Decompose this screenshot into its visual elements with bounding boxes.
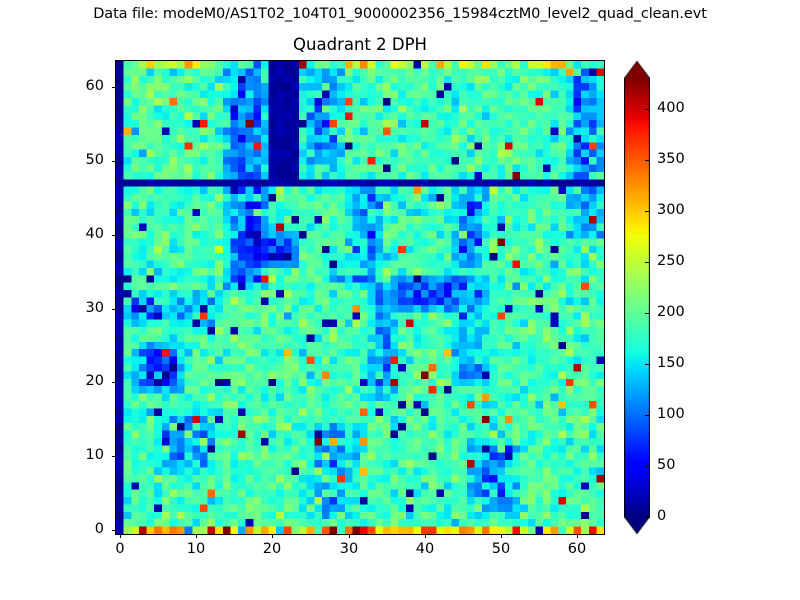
colorbar-tick-mark — [645, 160, 650, 161]
y-tick-label: 0 — [94, 521, 104, 537]
colorbar-tick-mark — [645, 517, 650, 518]
colorbar[interactable] — [624, 61, 650, 534]
y-tick-label: 60 — [85, 78, 104, 94]
x-tick-label: 30 — [339, 541, 359, 557]
colorbar-tick-mark — [645, 262, 650, 263]
x-tick-mark — [577, 534, 578, 538]
colorbar-tick-label: 350 — [657, 151, 685, 167]
y-tick-mark — [112, 87, 116, 88]
y-tick-mark — [112, 456, 116, 457]
y-tick-label: 50 — [85, 152, 104, 168]
colorbar-tick-mark — [645, 313, 650, 314]
colorbar-tick-label: 300 — [657, 202, 685, 218]
y-tick-label: 30 — [85, 300, 104, 316]
x-tick-label: 50 — [491, 541, 511, 557]
colorbar-tick-mark — [645, 364, 650, 365]
x-tick-label: 0 — [115, 541, 125, 557]
y-tick-mark — [112, 382, 116, 383]
colorbar-tick-label: 150 — [657, 355, 685, 371]
colorbar-tick-label: 100 — [657, 406, 685, 422]
y-tick-mark — [112, 161, 116, 162]
heatmap-axes[interactable] — [115, 60, 605, 535]
y-tick-label: 20 — [85, 373, 104, 389]
colorbar-tick-mark — [645, 466, 650, 467]
heatmap-image[interactable] — [116, 61, 604, 534]
x-tick-label: 10 — [186, 541, 206, 557]
colorbar-tick-label: 50 — [657, 457, 676, 473]
x-tick-label: 20 — [262, 541, 282, 557]
x-tick-label: 60 — [567, 541, 587, 557]
colorbar-tick-mark — [645, 211, 650, 212]
y-tick-mark — [112, 235, 116, 236]
colorbar-tick-mark — [645, 415, 650, 416]
colorbar-tick-mark — [645, 109, 650, 110]
x-tick-mark — [120, 534, 121, 538]
colorbar-gradient[interactable] — [624, 61, 650, 534]
data-file-suptitle: Data file: modeM0/AS1T02_104T01_90000023… — [93, 6, 707, 22]
colorbar-tick-label: 0 — [657, 508, 667, 524]
colorbar-tick-label: 400 — [657, 100, 685, 116]
y-tick-label: 40 — [85, 226, 104, 242]
x-tick-mark — [349, 534, 350, 538]
x-tick-mark — [272, 534, 273, 538]
x-tick-mark — [196, 534, 197, 538]
y-tick-mark — [112, 530, 116, 531]
colorbar-tick-label: 250 — [657, 253, 685, 269]
colorbar-tick-label: 200 — [657, 304, 685, 320]
x-tick-mark — [501, 534, 502, 538]
y-tick-mark — [112, 309, 116, 310]
page-title: Quadrant 2 DPH — [293, 35, 427, 54]
x-tick-mark — [425, 534, 426, 538]
y-tick-label: 10 — [85, 447, 104, 463]
x-tick-label: 40 — [415, 541, 435, 557]
